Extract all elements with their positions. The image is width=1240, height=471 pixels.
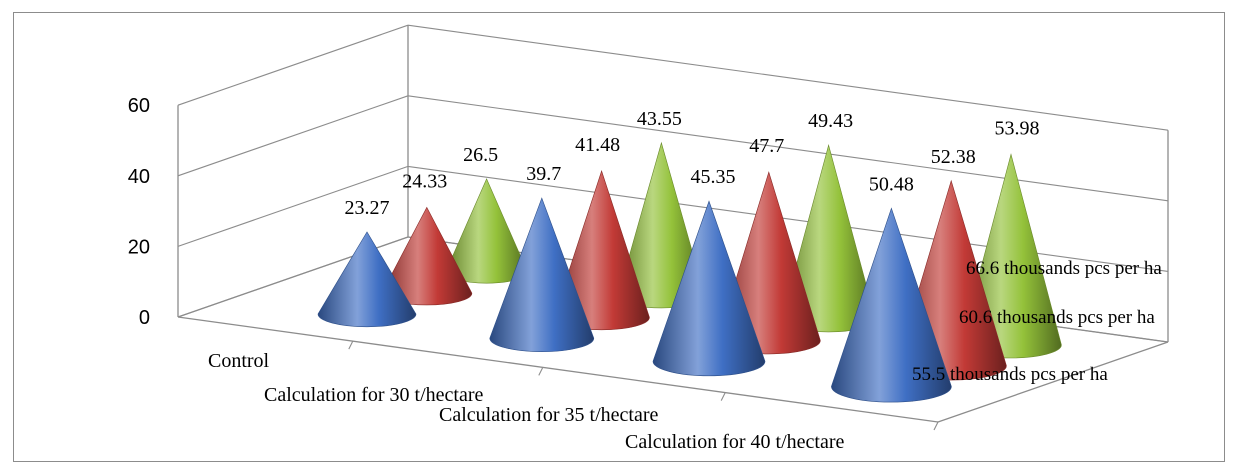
cone-55-5-thousands-pcs-per-ha-control bbox=[317, 231, 417, 328]
series-axis-labels: 55.5 thousands pcs per ha 60.6 thousands … bbox=[912, 258, 1162, 385]
category-label-control: Control bbox=[208, 350, 270, 372]
value-label-66-6-thousands-pcs-per-ha-control: 26.5 bbox=[463, 144, 498, 166]
value-label-55-5-thousands-pcs-per-ha-calculation-for-40-t-hectare: 50.48 bbox=[869, 173, 914, 195]
value-label-60-6-thousands-pcs-per-ha-calculation-for-40-t-hectare: 52.38 bbox=[931, 146, 976, 168]
value-label-66-6-thousands-pcs-per-ha-calculation-for-40-t-hectare: 53.98 bbox=[995, 117, 1040, 139]
value-label-55-5-thousands-pcs-per-ha-control: 23.27 bbox=[345, 197, 390, 219]
value-label-55-5-thousands-pcs-per-ha-calculation-for-30-t-hectare: 39.7 bbox=[526, 163, 561, 185]
value-label-55-5-thousands-pcs-per-ha-calculation-for-35-t-hectare: 45.35 bbox=[691, 166, 736, 188]
series-label-66-6-thousands-pcs-per-ha: 66.6 thousands pcs per ha bbox=[966, 258, 1162, 279]
y-tick-label-3: 60 bbox=[128, 95, 150, 117]
value-label-66-6-thousands-pcs-per-ha-calculation-for-30-t-hectare: 43.55 bbox=[637, 108, 682, 130]
value-label-66-6-thousands-pcs-per-ha-calculation-for-35-t-hectare: 49.43 bbox=[808, 110, 853, 132]
y-tick-label-2: 40 bbox=[128, 166, 150, 188]
cone-55-5-thousands-pcs-per-ha-calculation-for-30-t-hectare bbox=[489, 197, 595, 353]
series-label-55-5-thousands-pcs-per-ha: 55.5 thousands pcs per ha bbox=[912, 364, 1108, 385]
value-label-60-6-thousands-pcs-per-ha-calculation-for-35-t-hectare: 47.7 bbox=[749, 135, 784, 157]
cone-55-5-thousands-pcs-per-ha-calculation-for-40-t-hectare bbox=[831, 207, 952, 403]
value-label-60-6-thousands-pcs-per-ha-calculation-for-30-t-hectare: 41.48 bbox=[575, 134, 620, 156]
y-axis-ticks: 0 20 40 60 bbox=[128, 95, 150, 329]
y-tick-label-1: 20 bbox=[128, 236, 150, 258]
y-tick-label-0: 0 bbox=[139, 307, 150, 329]
cone-55-5-thousands-pcs-per-ha-calculation-for-35-t-hectare bbox=[652, 200, 766, 377]
series-label-60-6-thousands-pcs-per-ha: 60.6 thousands pcs per ha bbox=[959, 307, 1155, 328]
cone-marks: 26.5 43.55 49.43 53.98 24.33 41.48 47.7 52.38 23… bbox=[317, 108, 1062, 403]
value-labels: 26.5 43.55 49.43 53.98 24.33 41.48 47.7 52.38 23… bbox=[345, 108, 1040, 219]
category-label-calculation-for-35-t-hectare: Calculation for 35 t/hectare bbox=[439, 404, 658, 426]
value-label-60-6-thousands-pcs-per-ha-control: 24.33 bbox=[402, 170, 447, 192]
category-label-calculation-for-40-t-hectare: Calculation for 40 t/hectare bbox=[625, 431, 844, 453]
category-label-calculation-for-30-t-hectare: Calculation for 30 t/hectare bbox=[264, 384, 483, 406]
